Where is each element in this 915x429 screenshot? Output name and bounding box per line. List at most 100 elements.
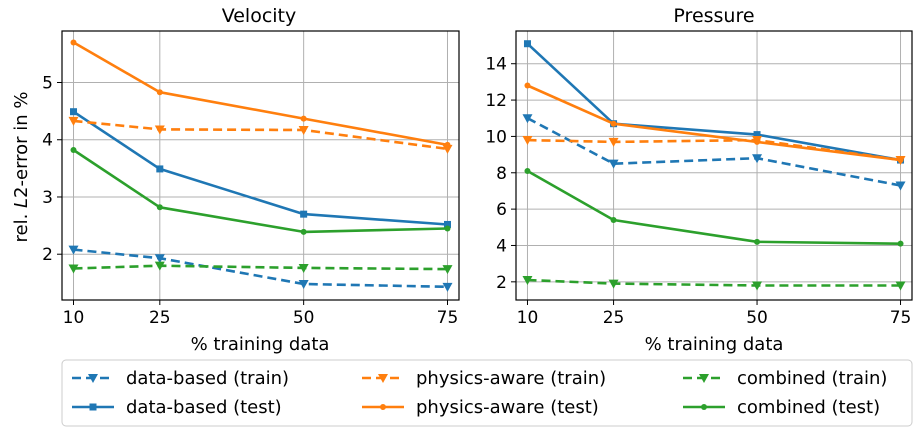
- pressure-point-combined-train: [522, 276, 533, 286]
- pressure-xtick-label: 10: [517, 308, 539, 328]
- legend-label-combined-test: combined (test): [737, 397, 880, 418]
- legend-box: [61, 359, 913, 427]
- pressure-xlabel: % training data: [645, 334, 784, 355]
- pressure-title: Pressure: [673, 5, 754, 27]
- velocity-title: Velocity: [222, 5, 297, 27]
- velocity-point-data-based-train: [68, 245, 79, 255]
- velocity-line-physics-aware-train: [73, 119, 448, 151]
- legend-marker-combined-test: [701, 404, 707, 410]
- velocity-point-physics-aware-test: [70, 39, 77, 46]
- velocity-ytick-label: 4: [42, 131, 53, 151]
- velocity-panel: Velocity % training data rel. L2-error i…: [11, 5, 460, 355]
- pressure-point-combined-test: [754, 238, 761, 245]
- pressure-point-physics-aware-train: [522, 136, 533, 146]
- pressure-panel: Pressure % training data 10 25 50 75 2 4 6 8 10 1…: [485, 5, 913, 355]
- velocity-point-data-based-test: [70, 108, 78, 116]
- pressure-axes-frame: [515, 30, 913, 301]
- velocity-ytick-label: 3: [42, 188, 53, 208]
- velocity-ytick-label: 2: [42, 245, 53, 265]
- legend-label-data-based-test: data-based (test): [126, 397, 282, 418]
- velocity-point-data-based-train: [442, 282, 453, 292]
- legend-marker-data-based-test: [89, 403, 97, 411]
- velocity-point-combined-test: [156, 204, 163, 211]
- velocity-ylabel-prefix: rel.: [11, 208, 32, 243]
- legend-marker-combined-train: [699, 374, 709, 383]
- velocity-line-data-based-test: [72, 110, 448, 226]
- velocity-point-combined-test: [70, 147, 77, 154]
- pressure-xtick-label: 50: [746, 308, 768, 328]
- velocity-point-physics-aware-train: [154, 125, 165, 135]
- pressure-point-combined-test: [610, 217, 617, 224]
- pressure-point-combined-train: [608, 279, 619, 289]
- pressure-xtick-label: 25: [603, 308, 625, 328]
- pressure-point-data-based-train: [895, 181, 906, 191]
- pressure-point-physics-aware-test: [610, 120, 617, 127]
- pressure-ytick-label: 6: [496, 200, 507, 220]
- velocity-point-data-based-test: [156, 165, 164, 173]
- pressure-point-combined-train: [895, 281, 906, 291]
- pressure-point-data-based-train: [522, 114, 533, 124]
- velocity-axes-frame: [61, 30, 460, 301]
- legend: data-based (train) physics-aware (train) c…: [61, 359, 913, 427]
- pressure-point-data-based-train: [752, 154, 763, 164]
- legend-label-combined-train: combined (train): [737, 368, 887, 389]
- velocity-point-physics-aware-train: [68, 116, 79, 126]
- pressure-point-data-based-train: [608, 159, 619, 169]
- velocity-point-physics-aware-test: [300, 115, 307, 122]
- pressure-line-physics-aware-test: [526, 84, 901, 162]
- velocity-point-combined-test: [444, 225, 451, 232]
- pressure-point-data-based-test: [523, 40, 531, 48]
- velocity-ylabel: rel. L2-error in %: [11, 91, 32, 242]
- velocity-line-combined-test: [72, 148, 448, 234]
- velocity-point-physics-aware-test: [156, 89, 163, 96]
- velocity-line-physics-aware-test: [72, 41, 448, 147]
- velocity-point-data-based-train: [154, 254, 165, 264]
- legend-label-data-based-train: data-based (train): [126, 368, 289, 389]
- legend-marker-physics-aware-test: [380, 404, 386, 410]
- velocity-xtick-label: 50: [293, 308, 315, 328]
- velocity-xtick-label: 10: [63, 308, 85, 328]
- pressure-ytick-label: 4: [496, 236, 507, 256]
- velocity-point-data-based-train: [298, 279, 309, 289]
- pressure-point-physics-aware-test: [897, 157, 904, 164]
- pressure-line-combined-train: [527, 278, 901, 287]
- pressure-line-data-based-test: [526, 42, 901, 162]
- velocity-line-combined-train: [73, 264, 448, 271]
- velocity-point-physics-aware-test: [444, 141, 451, 148]
- velocity-point-combined-test: [300, 228, 307, 235]
- legend-marker-physics-aware-train: [378, 374, 388, 383]
- velocity-point-physics-aware-train: [298, 126, 309, 136]
- legend-label-physics-aware-train: physics-aware (train): [416, 368, 606, 389]
- velocity-ylabel-rest: 2-error in %: [11, 91, 32, 197]
- velocity-xtick-label: 25: [149, 308, 171, 328]
- velocity-ylabel-l2: L: [11, 198, 32, 208]
- pressure-ytick-label: 8: [496, 164, 507, 184]
- velocity-point-combined-train: [298, 263, 309, 273]
- pressure-line-combined-test: [526, 169, 901, 245]
- pressure-point-physics-aware-train: [608, 137, 619, 147]
- pressure-ytick-label: 10: [485, 127, 507, 147]
- velocity-point-physics-aware-train: [442, 144, 453, 154]
- velocity-xlabel: % training data: [191, 334, 330, 355]
- pressure-point-combined-test: [897, 240, 904, 247]
- legend-marker-data-based-train: [88, 374, 98, 383]
- legend-label-physics-aware-test: physics-aware (test): [416, 397, 599, 418]
- velocity-point-data-based-test: [443, 220, 451, 228]
- pressure-point-data-based-test: [753, 131, 761, 139]
- pressure-ytick-label: 14: [485, 55, 507, 75]
- pressure-point-combined-test: [524, 167, 531, 174]
- pressure-point-physics-aware-test: [754, 138, 761, 145]
- velocity-point-data-based-test: [300, 210, 308, 218]
- pressure-ytick-label: 12: [485, 91, 507, 111]
- velocity-ytick-label: 5: [42, 74, 53, 94]
- pressure-point-combined-train: [752, 281, 763, 291]
- velocity-point-combined-train: [68, 264, 79, 274]
- velocity-xtick-label: 75: [437, 308, 459, 328]
- velocity-point-combined-train: [442, 265, 453, 275]
- pressure-point-physics-aware-test: [524, 82, 531, 89]
- velocity-line-data-based-train: [73, 248, 448, 289]
- pressure-xtick-label: 75: [890, 308, 912, 328]
- pressure-ytick-label: 2: [496, 273, 507, 293]
- velocity-point-combined-train: [154, 261, 165, 271]
